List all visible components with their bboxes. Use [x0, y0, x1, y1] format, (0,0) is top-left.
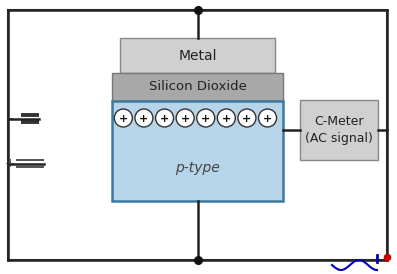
- Text: +: +: [242, 113, 252, 124]
- Text: +: +: [5, 157, 15, 170]
- Text: Metal: Metal: [178, 48, 217, 62]
- Text: –: –: [7, 112, 13, 125]
- Bar: [120, 38, 275, 73]
- Circle shape: [238, 109, 256, 127]
- Bar: [112, 101, 283, 201]
- Text: +: +: [201, 113, 210, 124]
- Circle shape: [156, 109, 173, 127]
- Text: p-type: p-type: [175, 161, 220, 175]
- Bar: [112, 73, 283, 101]
- Text: +: +: [119, 113, 128, 124]
- Circle shape: [135, 109, 153, 127]
- Circle shape: [258, 109, 277, 127]
- Text: +: +: [181, 113, 190, 124]
- Text: +: +: [263, 113, 272, 124]
- Bar: [300, 100, 378, 160]
- Text: Silicon Dioxide: Silicon Dioxide: [148, 81, 247, 93]
- Circle shape: [197, 109, 215, 127]
- Circle shape: [176, 109, 194, 127]
- Text: C-Meter
(AC signal): C-Meter (AC signal): [305, 115, 373, 145]
- Circle shape: [114, 109, 132, 127]
- Text: +: +: [160, 113, 169, 124]
- Text: +: +: [222, 113, 231, 124]
- Circle shape: [217, 109, 235, 127]
- Text: +: +: [139, 113, 148, 124]
